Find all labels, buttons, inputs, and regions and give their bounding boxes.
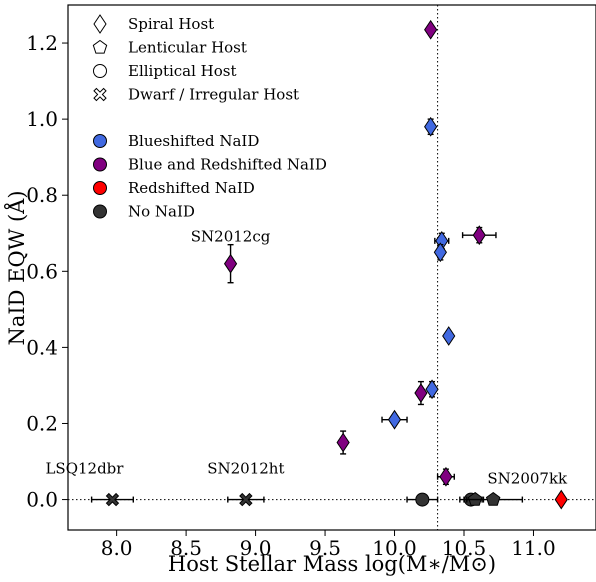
x-legend-icon — [93, 87, 107, 102]
x-tick-label: 8.5 — [170, 536, 202, 560]
legend-label: Dwarf / Irregular Host — [128, 86, 299, 104]
reference-lines — [68, 5, 596, 530]
data-point — [336, 430, 350, 455]
x-tick-label: 10.0 — [372, 536, 417, 560]
diamond-marker — [439, 466, 453, 487]
circle-legend-icon — [93, 157, 107, 172]
data-point — [554, 489, 568, 510]
data-point — [436, 466, 455, 487]
data-points — [90, 19, 568, 510]
data-point — [463, 491, 524, 506]
legend-item: Dwarf / Irregular Host — [93, 86, 299, 104]
data-point — [227, 492, 265, 507]
x-tick-label: 9.5 — [309, 536, 341, 560]
y-axis-label: NaID EQW (Å) — [4, 190, 29, 345]
point-annotation: SN2012ht — [207, 460, 284, 478]
data-point — [414, 380, 428, 406]
circle-legend-icon — [93, 181, 107, 195]
y-tick-label: 0.8 — [26, 183, 58, 207]
diamond-marker — [223, 253, 238, 274]
x-tick-label: 11.0 — [511, 536, 556, 560]
diamond-marker — [387, 409, 402, 430]
diamond-marker — [472, 225, 486, 246]
point-annotations: SN2012cg LSQ12dbr SN2012ht SN2007kk — [45, 228, 568, 488]
data-point — [381, 409, 408, 430]
x-tick-label: 9.0 — [240, 536, 272, 560]
legend-item: Spiral Host — [93, 14, 214, 34]
pentagon-legend-icon — [92, 39, 108, 54]
diamond-marker — [442, 326, 456, 346]
diamond-marker — [414, 383, 428, 403]
y-tick-label: 0.4 — [26, 335, 58, 359]
point-annotation: SN2012cg — [191, 228, 271, 246]
circle-marker — [415, 492, 430, 507]
y-tick-label: 0.2 — [26, 411, 58, 435]
diamond-marker — [424, 116, 438, 137]
axis-ticks: 8.0 8.5 9.0 9.5 10.0 10.5 11.0 0.0 0.2 0.4 0.6 0.8 1… — [26, 31, 556, 560]
data-point — [425, 379, 439, 400]
x-axis-label: Host Stellar Mass log(M∗/M⊙) — [168, 552, 496, 576]
data-point — [223, 243, 238, 284]
legend: Spiral Host Lenticular Host Elliptical Hos… — [92, 14, 327, 221]
y-tick-label: 0.0 — [26, 488, 58, 512]
diamond-marker — [425, 379, 439, 400]
diamond-marker — [336, 432, 350, 453]
data-point — [442, 326, 456, 346]
point-annotation: LSQ12dbr — [45, 460, 124, 478]
y-tick-label: 1.0 — [26, 107, 58, 131]
legend-item: No NaID — [93, 203, 195, 221]
legend-item: Redshifted NaID — [93, 179, 255, 197]
circle-legend-icon — [93, 134, 107, 148]
circle-legend-icon — [93, 204, 107, 219]
data-point — [406, 492, 439, 507]
data-point — [90, 492, 135, 507]
data-point — [461, 225, 497, 246]
data-point — [433, 242, 447, 263]
x-tick-label: 10.5 — [442, 536, 487, 560]
diamond-marker — [433, 242, 447, 263]
legend-label: No NaID — [128, 203, 195, 221]
diamond-legend-icon — [93, 14, 107, 34]
pentagon-marker — [485, 491, 501, 506]
circle-legend-icon — [93, 64, 107, 78]
diamond-marker — [554, 489, 568, 510]
point-annotation: SN2007kk — [487, 470, 568, 488]
data-point — [424, 19, 438, 40]
y-tick-label: 1.2 — [26, 31, 58, 55]
x-marker — [239, 492, 253, 507]
legend-item: Blueshifted NaID — [93, 132, 259, 150]
legend-label: Elliptical Host — [128, 62, 237, 80]
diamond-marker — [424, 19, 438, 40]
data-point — [424, 116, 438, 137]
legend-item: Lenticular Host — [92, 39, 247, 57]
plot-frame — [67, 4, 596, 531]
legend-label: Blueshifted NaID — [128, 132, 259, 150]
y-tick-label: 0.6 — [26, 259, 58, 283]
legend-item: Blue and Redshifted NaID — [93, 156, 327, 174]
x-tick-label: 8.0 — [101, 536, 133, 560]
legend-item: Elliptical Host — [93, 62, 237, 80]
legend-label: Redshifted NaID — [128, 179, 255, 197]
legend-label: Spiral Host — [128, 15, 214, 33]
legend-label: Blue and Redshifted NaID — [128, 156, 327, 174]
x-marker — [105, 492, 120, 507]
legend-label: Lenticular Host — [128, 39, 247, 57]
